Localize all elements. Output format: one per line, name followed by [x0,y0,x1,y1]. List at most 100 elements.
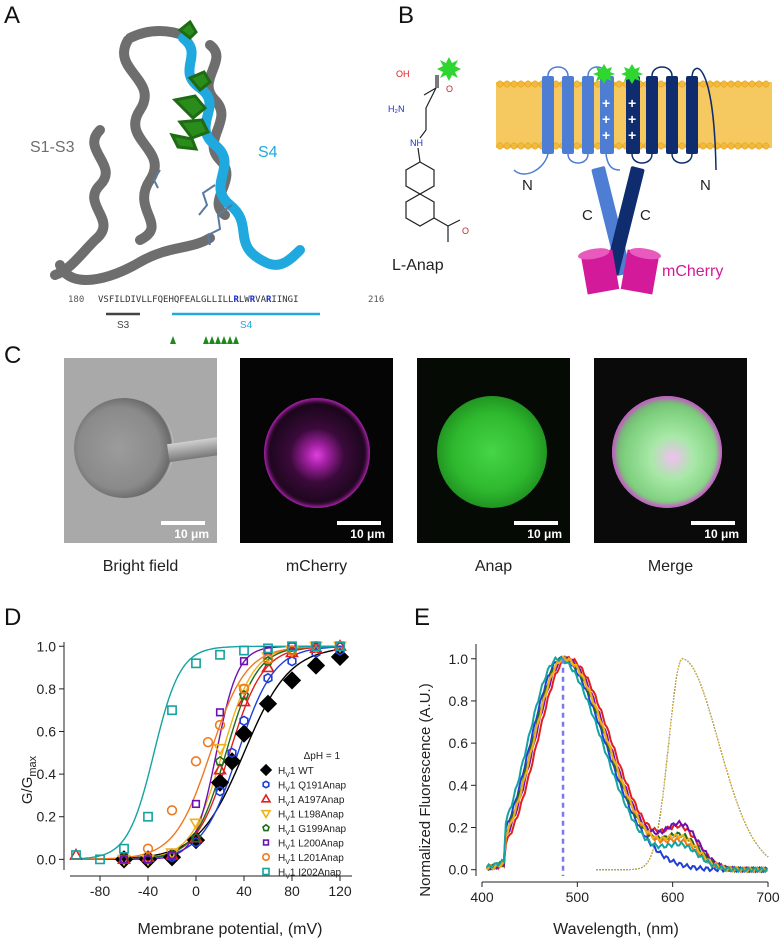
e-ytick-label: 0.0 [449,862,469,878]
emission-line-3 [596,658,769,871]
label-s4: S4 [258,144,278,161]
chart-e-lines [485,654,769,876]
data-point [167,705,177,716]
data-point [215,649,225,660]
side-chains [152,169,233,246]
scale-label-merge: 10 μm [704,527,739,541]
d-xtick-label: 80 [284,883,300,899]
data-point [191,658,201,669]
d-ytick-label: 0.8 [37,681,57,697]
loops [513,66,621,175]
panel-letter-b: B [398,2,415,29]
mcherry-barrels [577,247,662,295]
svg-text:+: + [602,111,610,127]
scale-label-anap: 10 μm [527,527,562,541]
d-xtick-label: 40 [236,883,252,899]
legend-label-1: HV1 Q191Anap [278,781,347,794]
coiled-coil [591,166,645,276]
anap-residues [169,19,212,151]
svg-text:+: + [602,95,610,111]
spectrum-line-5 [485,654,768,874]
d-xtick-label: -80 [90,883,110,899]
data-point [239,715,249,727]
legend-marker-0 [259,763,273,777]
panel-letter-a: A [4,2,21,29]
data-point [189,818,203,831]
star-icon-right [621,64,643,84]
e-xtick-label: 700 [756,889,780,905]
chart-d-axes: -80 -40 0 40 80 120 0.0 0.2 0.4 0.6 0.8 1.0 [37,638,352,899]
sequence-part-1: R [233,295,239,305]
data-point [287,641,297,652]
chart-e-xlabel: Wavelength, (nm) [553,921,679,938]
data-point [166,805,178,816]
chem-nh: NH [410,138,423,148]
label-merge: Merge [647,558,694,575]
legend-marker-1 [262,780,270,789]
data-point [311,641,321,652]
e-ytick-label: 0.8 [449,693,469,709]
svg-text:+: + [602,127,610,143]
legend-label-3: HV1 L198Anap [278,810,344,823]
c-terminus-left: C [582,207,593,224]
n-terminus-right: N [700,177,711,194]
data-point [263,672,273,684]
anap-chemical-structure [405,75,461,242]
n-terminus-left: N [522,177,533,194]
d-xtick-label: 120 [328,883,352,899]
data-point [258,694,278,713]
loops-dark [631,66,717,171]
legend-label-7: HV1 I202Anap [278,868,342,881]
data-point [262,655,274,666]
chart-d-points [69,639,350,869]
data-point [335,641,345,652]
panel-letter-e: E [414,604,431,631]
data-point [215,708,225,717]
sequence-part-3: R [250,295,256,305]
legend-label-6: HV1 L201Anap [278,853,344,866]
brightfield-image: 10 μm [64,358,217,543]
panel-a-protein-structure: S1-S3 S4 180 VSFILDIVLLFQEHQFEALGLLILLRL… [30,19,384,344]
data-point [263,643,273,654]
mcherry-label: mCherry [662,263,723,280]
e-ytick-label: 0.4 [449,777,469,793]
star-icon-left [593,64,615,84]
transmembrane-helices [542,76,698,154]
data-point [213,743,227,756]
data-point [227,747,237,759]
chart-d-conductance: G/Gmax Membrane potential, (mV) ΔpH = 1 … [19,638,352,938]
e-ytick-label: 0.2 [449,819,469,835]
chart-e-ylabel: Normalized Fluorescence (A.U.) [417,683,434,896]
svg-text:+: + [628,127,636,143]
sequence-part-0: VSFILDIVLLFQEHQFEALGLLILL [98,295,233,305]
legend-label-2: HV1 A197Anap [278,795,345,808]
label-mcherry: mCherry [285,558,348,575]
data-point [335,642,345,651]
chart-e-spectra: Normalized Fluorescence (A.U.) Wavelengt… [417,644,780,938]
s1-s3-helices [50,26,232,285]
panel-letter-d: D [4,604,22,631]
d-ytick-label: 0.4 [37,766,57,782]
data-point [167,850,177,860]
chem-h2n: H₂N [388,104,405,114]
e-xtick-label: 400 [470,889,494,905]
legend-label-0: HV1 WT [278,766,314,779]
data-point [287,642,297,651]
sequence-part-6: IINGI [271,295,298,305]
green-star-icon [437,57,461,81]
sequence-start: 180 [68,295,84,305]
chem-o: O [446,84,453,94]
svg-text:+: + [628,95,636,111]
data-point [210,773,230,792]
sequence: VSFILDIVLLFQEHQFEALGLLILLRLWRVARIINGI [98,295,299,305]
data-point [239,645,249,656]
data-point [202,736,214,748]
data-point [234,724,254,743]
data-point [311,642,321,651]
svg-text:+: + [628,111,636,127]
chart-e-axes: 400 500 600 700 0.0 0.2 0.4 0.6 0.8 1.0 [449,644,780,905]
d-ytick-label: 0.2 [37,809,57,825]
emission-line-0 [596,658,769,871]
label-s1-s3: S1-S3 [30,139,75,156]
data-point [238,689,250,700]
